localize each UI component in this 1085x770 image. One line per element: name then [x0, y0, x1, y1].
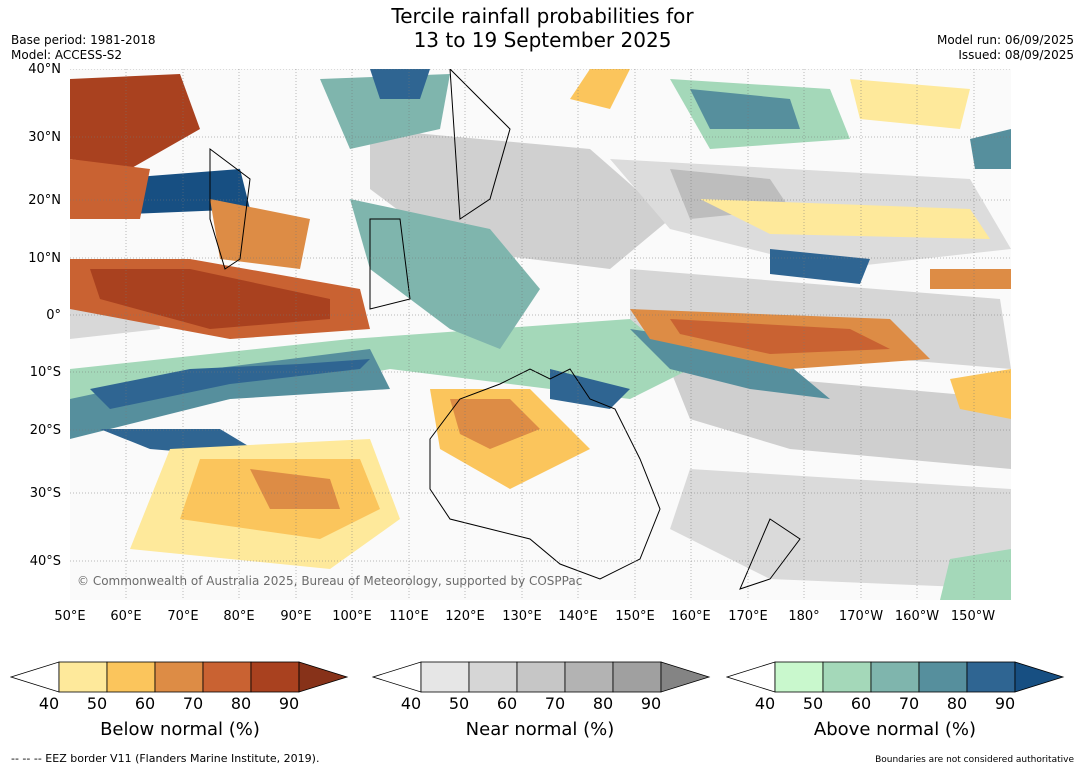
colorbar-over-extension — [660, 661, 711, 693]
lon-label: 60°E — [110, 609, 142, 624]
colorbar-over-extension — [298, 661, 349, 693]
lat-label: 30°N — [28, 130, 61, 145]
lon-label: 100°E — [332, 609, 372, 624]
lat-label: 10°S — [29, 365, 61, 380]
india-coastline — [209, 148, 251, 270]
lon-label: 150°W — [950, 609, 996, 624]
colorbar-tick-label: 90 — [278, 694, 300, 713]
colorbar-over-extension — [1014, 661, 1065, 693]
below-normal-colorbar — [10, 661, 349, 693]
colorbar-tick-label: 50 — [86, 694, 108, 713]
lat-label: 30°S — [29, 486, 61, 501]
lat-label: 10°N — [28, 251, 61, 266]
colorbar-under-extension — [726, 661, 776, 693]
indochina-coastline — [369, 218, 411, 310]
near-normal-colorbar — [372, 661, 711, 693]
above-normal-title: Above normal (%) — [813, 719, 977, 740]
lon-label: 50°E — [54, 609, 86, 624]
colorbar-segment — [154, 661, 204, 693]
colorbar-segment — [250, 661, 300, 693]
colorbar-tick-label: 40 — [754, 694, 776, 713]
colorbar-tick-label: 50 — [802, 694, 824, 713]
lon-label: 180° — [788, 609, 820, 624]
lon-label: 160°W — [894, 609, 940, 624]
above-normal-colorbar — [726, 661, 1065, 693]
colorbar-tick-label: 80 — [592, 694, 614, 713]
colorbar-segment — [774, 661, 824, 693]
lon-label: 120°E — [445, 609, 485, 624]
meta-left: Base period: 1981-2018 Model: ACCESS-S2 — [11, 33, 156, 63]
lon-label: 170°W — [838, 609, 884, 624]
colorbar-segment — [870, 661, 920, 693]
colorbar-tick-label: 80 — [230, 694, 252, 713]
lon-label: 90°E — [280, 609, 312, 624]
colorbar-segment — [564, 661, 614, 693]
colorbar-segment — [918, 661, 968, 693]
model-name: Model: ACCESS-S2 — [11, 48, 123, 62]
lon-label: 170°E — [728, 609, 768, 624]
colorbar-under-extension — [10, 661, 60, 693]
boundary-disclaimer: Boundaries are not considered authoritat… — [875, 755, 1074, 765]
colorbar-segment — [822, 661, 872, 693]
map-title: Tercile rainfall probabilities for 13 to… — [0, 4, 1085, 52]
lon-label: 150°E — [615, 609, 655, 624]
graticule — [70, 69, 1011, 600]
lon-label: 70°E — [167, 609, 199, 624]
china-coastline — [449, 69, 511, 220]
colorbar-tick-label: 90 — [640, 694, 662, 713]
australia-coastline — [429, 368, 661, 580]
above-normal-fields — [70, 69, 1011, 600]
model-run: Model run: 06/09/2025 — [936, 33, 1074, 47]
colorbar-segment — [468, 661, 518, 693]
eez-legend: -- -- -- EEZ border V11 (Flanders Marine… — [11, 752, 320, 765]
colorbar-segment — [106, 661, 156, 693]
colorbar-tick-label: 70 — [544, 694, 566, 713]
colorbar-tick-label: 80 — [946, 694, 968, 713]
lon-label: 130°E — [502, 609, 542, 624]
lat-label: 40°S — [29, 554, 61, 569]
near-normal-title: Near normal (%) — [465, 719, 615, 740]
colorbar-segment — [420, 661, 470, 693]
below-normal-title: Below normal (%) — [100, 719, 260, 740]
colorbar-tick-label: 90 — [994, 694, 1016, 713]
colorbar-under-extension — [372, 661, 422, 693]
colorbar-segment — [202, 661, 252, 693]
colorbar-tick-label: 50 — [448, 694, 470, 713]
colorbar-tick-label: 60 — [850, 694, 872, 713]
lat-label: 20°S — [29, 423, 61, 438]
lon-label: 110°E — [389, 609, 429, 624]
issued-date: Issued: 08/09/2025 — [958, 48, 1074, 62]
lon-label: 140°E — [558, 609, 598, 624]
colorbar-segment — [516, 661, 566, 693]
lat-label: 40°N — [28, 62, 61, 77]
colorbar-segment — [966, 661, 1016, 693]
colorbar-segment — [612, 661, 662, 693]
colorbar-tick-label: 60 — [134, 694, 156, 713]
colorbar-tick-label: 60 — [496, 694, 518, 713]
title-line-1: Tercile rainfall probabilities for — [391, 4, 694, 28]
meta-right: Model run: 06/09/2025 Issued: 08/09/2025 — [937, 33, 1074, 63]
colorbar-tick-label: 40 — [400, 694, 422, 713]
lat-label: 20°N — [28, 193, 61, 208]
new-zealand-coastline — [739, 518, 801, 590]
lat-label: 0° — [46, 308, 61, 323]
colorbar-tick-label: 40 — [38, 694, 60, 713]
lon-label: 80°E — [223, 609, 255, 624]
colorbar-tick-label: 70 — [182, 694, 204, 713]
base-period: Base period: 1981-2018 — [11, 33, 156, 47]
colorbar-segment — [58, 661, 108, 693]
lon-label: 160°E — [671, 609, 711, 624]
below-normal-fields — [70, 69, 1011, 569]
copyright-notice: © Commonwealth of Australia 2025, Bureau… — [77, 574, 583, 588]
title-line-2: 13 to 19 September 2025 — [413, 28, 672, 52]
probability-map — [70, 69, 1011, 600]
colorbar-tick-label: 70 — [898, 694, 920, 713]
